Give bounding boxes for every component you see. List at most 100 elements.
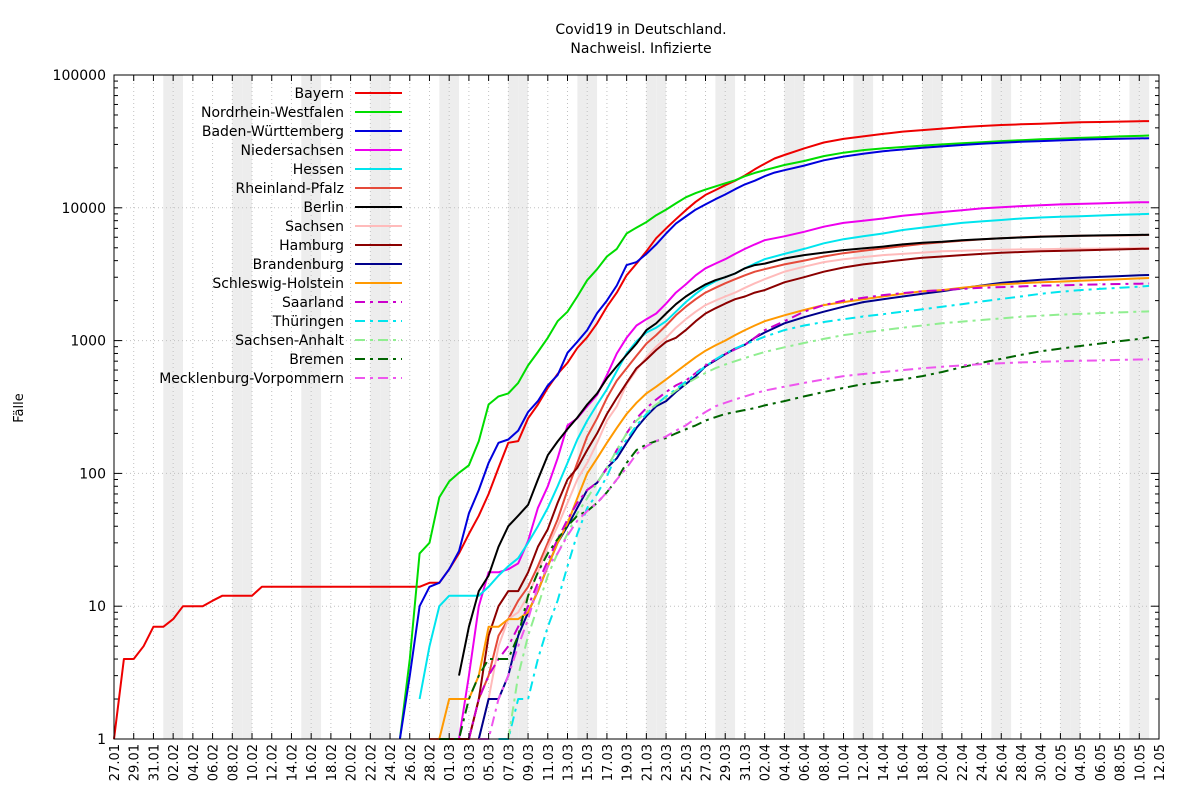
x-tick-label: 05.03 [483,744,498,781]
series-line [478,358,1150,740]
weekend-band [1070,75,1081,739]
weekend-band [725,75,736,739]
weekend-band [1139,75,1150,739]
x-tick-label: 27.01 [108,744,123,781]
x-tick-label: 22.04 [956,744,971,781]
series-line [458,233,1150,676]
weekend-band [163,75,174,739]
x-tick-label: 08.02 [226,744,241,781]
weekend-band [853,75,864,739]
x-tick-label: 16.04 [897,744,912,781]
x-tick-label: 26.04 [995,744,1010,781]
x-tick-label: 15.03 [581,744,596,781]
x-tick-label: 22.02 [364,744,379,781]
legend-label: Thüringen [272,314,344,330]
legend-label: Rheinland-Pfalz [236,181,344,197]
x-tick-label: 10.05 [1133,744,1148,781]
weekend-band [1060,75,1071,739]
x-tick-label: 04.04 [778,744,793,781]
x-tick-label: 30.04 [1035,744,1050,781]
weekend-band [232,75,243,739]
weekend-band [242,75,253,739]
series-line [439,247,1150,740]
weekend-shading [163,75,1150,739]
x-tick-label: 28.02 [423,744,438,781]
series-line [438,277,1150,740]
weekend-band [439,75,450,739]
weekend-band [587,75,598,739]
x-tick-label: 04.05 [1074,744,1089,781]
weekend-band [577,75,588,739]
y-tick-label: 100000 [53,68,106,84]
x-tick-label: 18.02 [325,744,340,781]
legend-label: Sachsen-Anhalt [235,333,344,349]
weekend-band [518,75,529,739]
series-line [498,284,1150,740]
weekend-band [508,75,519,739]
x-tick-label: 26.02 [404,744,419,781]
x-tick-label: 29.01 [128,744,143,781]
weekend-band [863,75,874,739]
x-tick-label: 06.02 [207,744,222,781]
x-tick-label: 02.02 [167,744,182,781]
weekend-band [715,75,726,739]
weekend-band [449,75,460,739]
plot-frame [113,74,1160,740]
y-tick-label: 100 [79,466,106,482]
legend-label: Nordrhein-Westfalen [201,105,344,121]
legend-label: Mecklenburg-Vorpommern [159,371,344,387]
weekend-band [922,75,933,739]
weekend-band [991,75,1002,739]
legend-label: Sachsen [285,219,344,235]
x-tick-label: 28.04 [1015,744,1030,781]
weekend-band [311,75,322,739]
series-line [439,336,1150,740]
legend-label: Schleswig-Holstein [212,276,344,292]
x-tick-label: 07.03 [502,744,517,781]
weekend-band [370,75,381,739]
weekend-band [301,75,312,739]
legend-label: Baden-Württemberg [202,124,344,140]
x-tick-label: 12.05 [1153,744,1168,781]
x-tick-label: 27.03 [700,744,715,781]
series-line [398,137,1150,740]
y-axis-ticks: 1 10 100 1000 10000 100000 [53,68,1159,748]
x-tick-label: 02.04 [759,744,774,781]
x-tick-label: 11.03 [542,744,557,781]
x-tick-label: 03.03 [463,744,478,781]
legend-label: Niedersachsen [241,143,344,159]
weekend-band [646,75,657,739]
series-line [468,247,1150,740]
weekend-band [1001,75,1012,739]
x-tick-label: 02.05 [1054,744,1069,781]
x-tick-label: 12.02 [266,744,281,781]
x-tick-label: 18.04 [916,744,931,781]
x-tick-label: 08.05 [1114,744,1129,781]
x-tick-label: 29.03 [719,744,734,781]
x-tick-label: 17.03 [601,744,616,781]
legend: Bayern Nordrhein-Westfalen Baden-Württembe… [159,86,402,387]
x-tick-label: 16.02 [305,744,320,781]
weekend-band [173,75,184,739]
weekend-band [380,75,391,739]
y-tick-label: 1 [97,732,106,748]
weekend-band [794,75,805,739]
x-tick-label: 21.03 [640,744,655,781]
y-tick-label: 10000 [61,201,106,217]
x-tick-label: 09.03 [522,744,537,781]
x-tick-label: 08.04 [818,744,833,781]
series-line [418,212,1150,700]
x-tick-label: 06.04 [798,744,813,781]
x-tick-label: 31.01 [147,744,162,781]
legend-label: Hessen [293,162,344,178]
x-tick-label: 19.03 [621,744,636,781]
x-tick-label: 13.03 [561,744,576,781]
weekend-band [1129,75,1140,739]
x-tick-label: 24.02 [384,744,399,781]
y-tick-label: 10 [88,599,106,615]
series-line [467,282,1150,740]
x-axis-ticks: 27.01 29.01 31.01 02.02 04.02 06.02 08.02 10.02… [108,75,1168,781]
y-axis-label: Fälle [12,393,27,422]
series-line [507,310,1150,740]
